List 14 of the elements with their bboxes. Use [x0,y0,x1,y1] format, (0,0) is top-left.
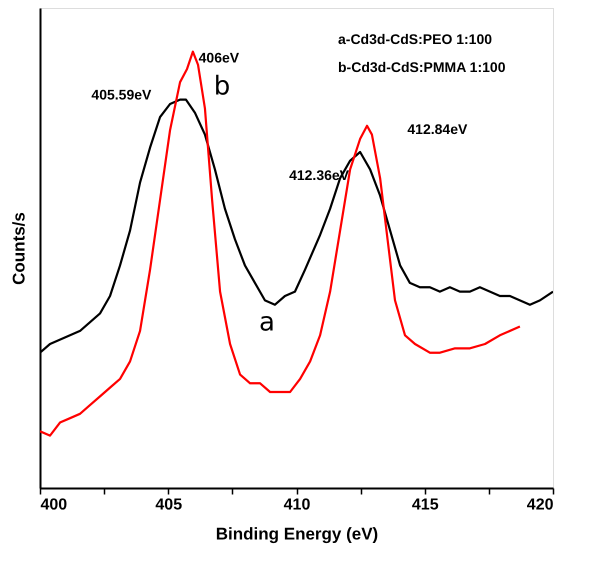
x-axis-title: Binding Energy (eV) [216,524,378,544]
annotation: b-Cd3d-CdS:PMMA 1:100 [338,59,506,75]
text: a-Cd3d-CdS:PEO 1:100 [338,31,492,47]
x-tick-label: 415 [412,496,439,514]
annotation: 406eV [198,50,240,66]
x-tick-label: 405 [155,496,182,514]
annotation: 412.84eV [407,120,468,137]
x-tick-label: 400 [40,496,68,514]
annotation: b [214,72,230,102]
annotation: 405.59eV [91,86,152,103]
x-tick-label: 410 [284,496,310,514]
x-tick-label: 420 [526,496,554,514]
annotation: a [258,308,275,338]
y-axis-title: Counts/s [10,212,28,285]
